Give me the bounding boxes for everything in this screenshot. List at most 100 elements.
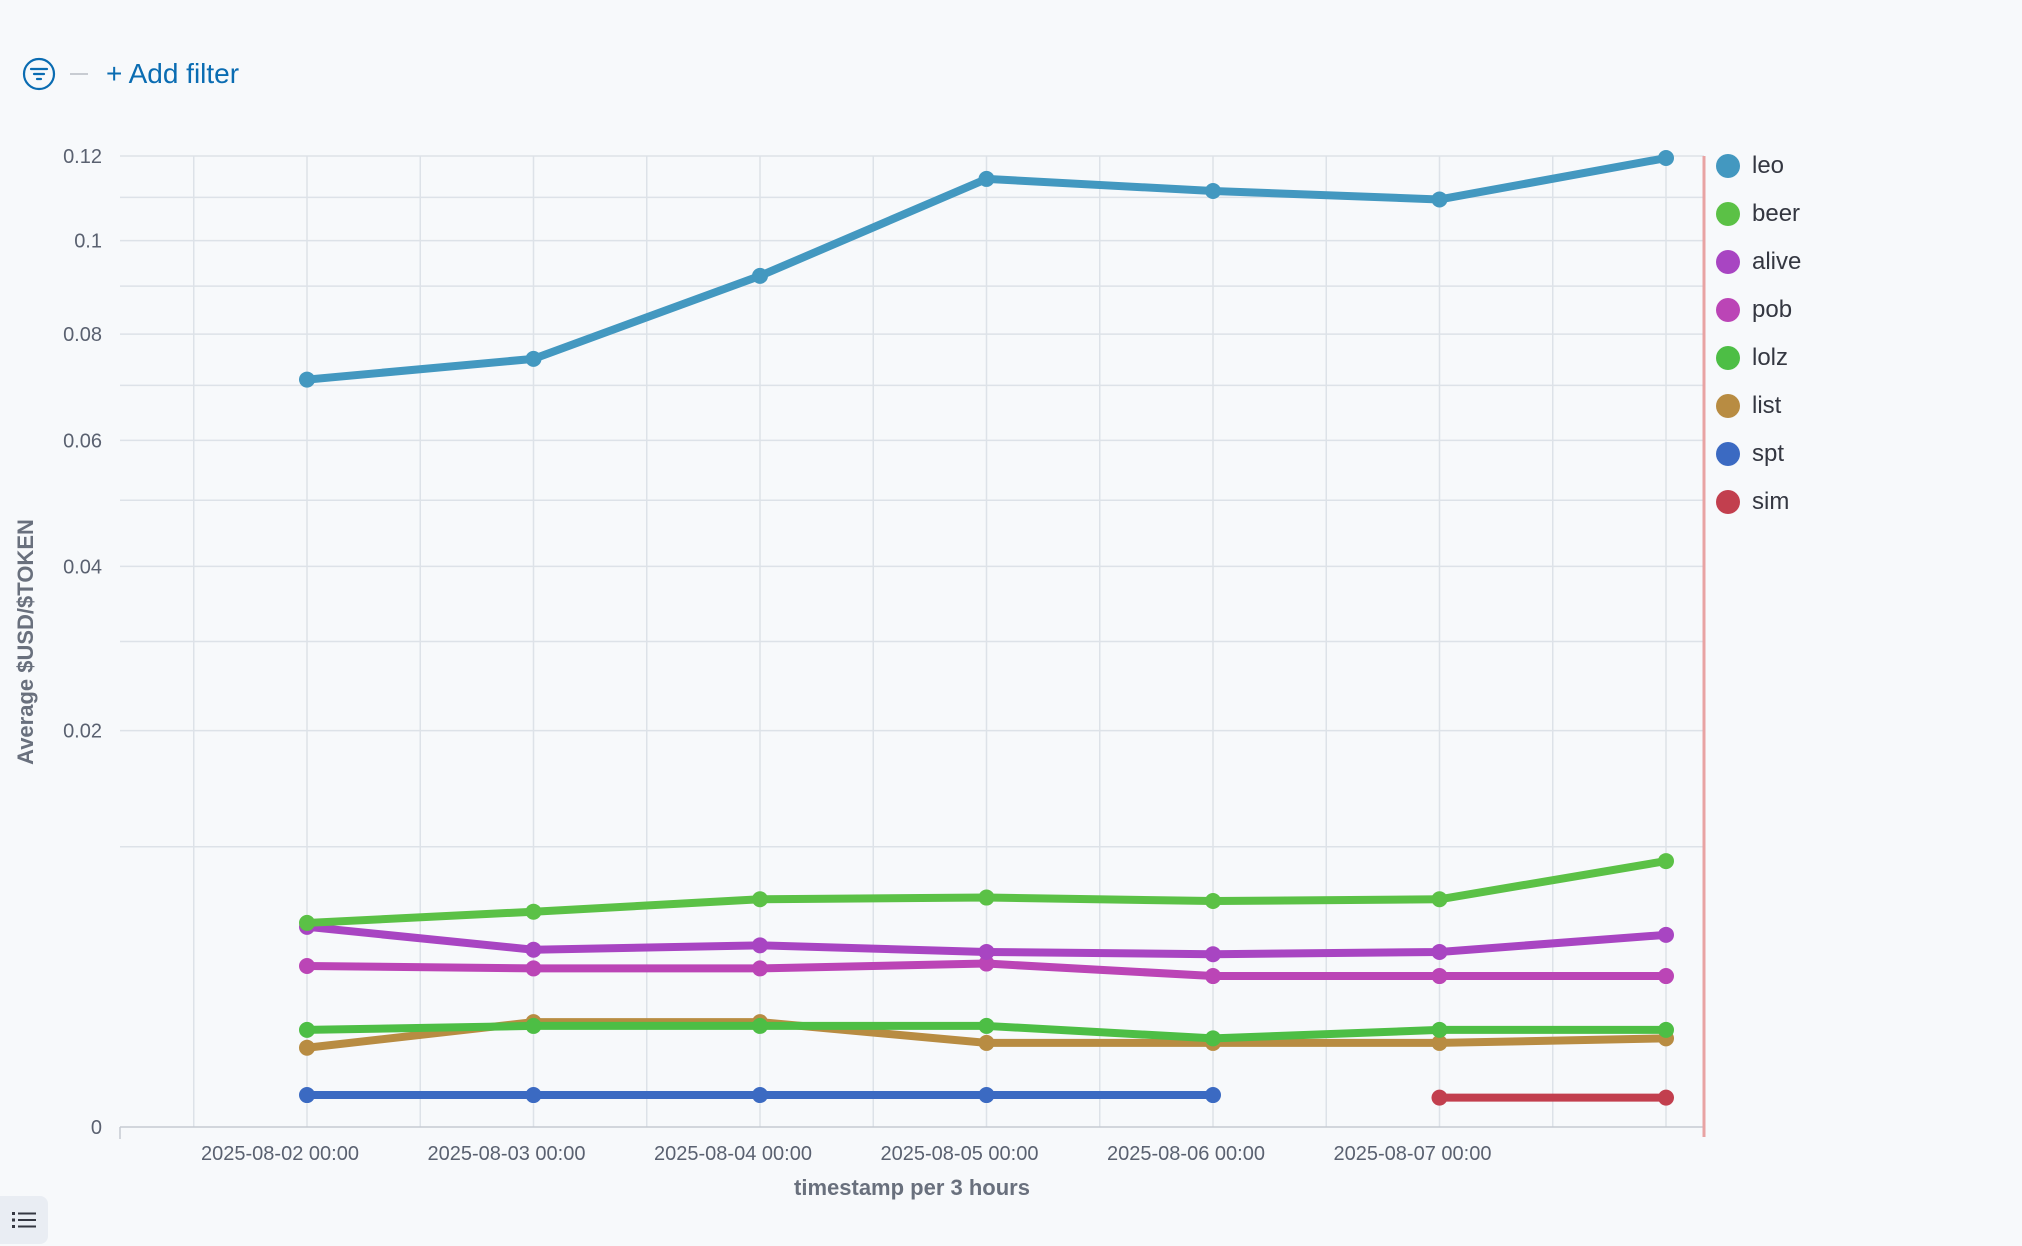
y-tick-label: 0.02: [63, 721, 102, 743]
legend-color-dot: [1716, 394, 1740, 418]
chart-legend: leo beer alive pob lolz list spt sim: [1716, 142, 1801, 526]
x-tick-label: 2025-08-02 00:00: [201, 1143, 359, 1165]
legend-label: list: [1752, 392, 1782, 419]
x-tick-label: 2025-08-03 00:00: [428, 1143, 586, 1165]
legend-label: beer: [1752, 200, 1801, 227]
data-point-spt: [752, 1087, 768, 1104]
data-point-alive: [525, 941, 542, 958]
legend-label: lolz: [1752, 344, 1789, 371]
data-point-alive: [752, 937, 768, 954]
data-point-pob: [1205, 968, 1221, 985]
data-point-lolz: [525, 1017, 542, 1034]
filter-bar: + Add filter: [22, 52, 239, 96]
data-point-lolz: [1658, 1021, 1674, 1038]
y-tick-label: 0: [91, 1117, 102, 1139]
data-point-spt: [299, 1087, 315, 1104]
legend-toggle-button[interactable]: [0, 1196, 48, 1244]
legend-item-list[interactable]: list: [1716, 382, 1801, 430]
data-point-beer: [978, 889, 995, 906]
legend-color-dot: [1716, 202, 1740, 226]
data-point-pob: [978, 955, 995, 972]
data-point-lolz: [1431, 1021, 1448, 1038]
series-beer: [299, 853, 1674, 931]
x-tick-label: 2025-08-07 00:00: [1334, 1143, 1492, 1165]
data-point-alive: [978, 943, 995, 960]
x-axis-title: timestamp per 3 hours: [794, 1175, 1030, 1200]
chart-axes: 0 0.02 0.04 0.06 0.08 0.1 0.12 2025-08-02 00:00…: [63, 146, 1706, 1165]
data-point-alive: [1205, 946, 1221, 963]
data-point-pob: [1431, 968, 1448, 985]
y-tick-label: 0.1: [74, 231, 102, 253]
data-point-leo: [525, 350, 542, 367]
y-axis-title: Average $USD/$TOKEN: [13, 519, 38, 765]
data-point-spt: [525, 1087, 542, 1104]
data-point-pob: [525, 960, 542, 977]
legend-color-dot: [1716, 298, 1740, 322]
legend-color-dot: [1716, 154, 1740, 178]
legend-item-lolz[interactable]: lolz: [1716, 334, 1801, 382]
legend-item-spt[interactable]: spt: [1716, 430, 1801, 478]
data-point-lolz: [299, 1021, 315, 1038]
legend-color-dot: [1716, 346, 1740, 370]
data-point-pob: [752, 960, 768, 977]
data-point-spt: [978, 1087, 995, 1104]
chart-series: [299, 150, 1674, 1106]
legend-label: pob: [1752, 296, 1793, 323]
y-tick-label: 0.06: [63, 430, 102, 452]
data-point-spt: [1205, 1087, 1221, 1104]
legend-item-leo[interactable]: leo: [1716, 142, 1801, 190]
data-point-beer: [1431, 891, 1448, 908]
data-point-leo: [978, 170, 995, 187]
data-point-alive: [1431, 943, 1448, 960]
x-tick-label: 2025-08-06 00:00: [1107, 1143, 1265, 1165]
legend-label: sim: [1752, 488, 1790, 515]
data-point-lolz: [1205, 1030, 1221, 1047]
legend-label: leo: [1752, 152, 1785, 179]
list-icon: [12, 1212, 36, 1228]
data-point-alive: [1658, 926, 1674, 943]
data-point-beer: [299, 914, 315, 931]
legend-item-beer[interactable]: beer: [1716, 190, 1801, 238]
y-tick-label: 0.08: [63, 324, 102, 346]
series-spt: [299, 1087, 1221, 1104]
filter-separator: [70, 73, 88, 75]
data-point-beer: [752, 891, 768, 908]
data-point-leo: [1658, 150, 1674, 167]
data-point-leo: [752, 267, 768, 284]
data-point-lolz: [978, 1017, 995, 1034]
data-point-beer: [1658, 853, 1674, 870]
data-point-leo: [1431, 191, 1448, 208]
data-point-sim: [1431, 1089, 1448, 1106]
data-point-lolz: [752, 1017, 768, 1034]
y-tick-label: 0.12: [63, 146, 102, 168]
x-tick-label: 2025-08-04 00:00: [654, 1143, 812, 1165]
filter-icon[interactable]: [22, 57, 56, 91]
data-point-pob: [1658, 968, 1674, 985]
data-point-sim: [1658, 1089, 1674, 1106]
data-point-list: [978, 1034, 995, 1051]
y-tick-label: 0.04: [63, 556, 102, 578]
legend-color-dot: [1716, 490, 1740, 514]
data-point-list: [299, 1039, 315, 1056]
data-point-beer: [525, 903, 542, 920]
legend-color-dot: [1716, 442, 1740, 466]
series-alive: [299, 918, 1674, 963]
legend-item-alive[interactable]: alive: [1716, 238, 1801, 286]
series-pob: [299, 955, 1674, 985]
legend-label: alive: [1752, 248, 1802, 275]
x-tick-label: 2025-08-05 00:00: [881, 1143, 1039, 1165]
chart-grid: [120, 155, 1704, 1127]
legend-color-dot: [1716, 250, 1740, 274]
data-point-pob: [299, 957, 315, 974]
legend-label: spt: [1752, 440, 1785, 467]
data-point-leo: [299, 371, 315, 388]
legend-item-pob[interactable]: pob: [1716, 286, 1801, 334]
series-sim: [1431, 1089, 1674, 1106]
data-point-leo: [1205, 183, 1221, 200]
series-lolz: [299, 1017, 1674, 1047]
legend-item-sim[interactable]: sim: [1716, 478, 1801, 526]
add-filter-button[interactable]: + Add filter: [106, 58, 240, 89]
data-point-beer: [1205, 893, 1221, 910]
series-leo: [299, 150, 1674, 388]
